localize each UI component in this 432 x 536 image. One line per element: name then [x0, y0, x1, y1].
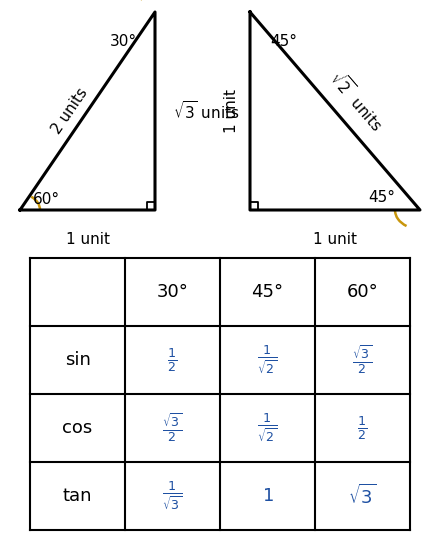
Text: 30°: 30°: [156, 283, 188, 301]
Text: 30°: 30°: [109, 34, 137, 49]
Text: tan: tan: [63, 487, 92, 505]
Text: 45°: 45°: [368, 190, 396, 205]
Text: 60°: 60°: [346, 283, 378, 301]
Text: 1 unit: 1 unit: [225, 89, 239, 133]
Text: sin: sin: [64, 351, 90, 369]
Text: 1 unit: 1 unit: [66, 232, 109, 247]
Text: 1 unit: 1 unit: [313, 232, 357, 247]
Text: 45°: 45°: [251, 283, 283, 301]
Text: cos: cos: [62, 419, 92, 437]
Text: $\frac{\sqrt{3}}{2}$: $\frac{\sqrt{3}}{2}$: [162, 412, 183, 444]
Text: 60°: 60°: [32, 192, 60, 207]
Text: $\frac{1}{\sqrt{2}}$: $\frac{1}{\sqrt{2}}$: [257, 344, 278, 376]
Text: $\sqrt{2}$  units: $\sqrt{2}$ units: [325, 67, 388, 135]
Text: 45°: 45°: [270, 34, 298, 49]
Text: $\frac{1}{2}$: $\frac{1}{2}$: [358, 414, 368, 442]
Text: $\frac{1}{\sqrt{2}}$: $\frac{1}{\sqrt{2}}$: [257, 412, 278, 444]
Text: $\frac{1}{\sqrt{3}}$: $\frac{1}{\sqrt{3}}$: [162, 480, 183, 512]
Text: $\frac{\sqrt{3}}{2}$: $\frac{\sqrt{3}}{2}$: [352, 344, 373, 376]
Text: $\sqrt{3}$: $\sqrt{3}$: [348, 484, 377, 508]
Text: $\sqrt{3}$ units: $\sqrt{3}$ units: [173, 100, 239, 122]
Text: $1$: $1$: [262, 487, 273, 505]
Text: 2 units: 2 units: [49, 85, 90, 137]
Text: $\frac{1}{2}$: $\frac{1}{2}$: [168, 346, 178, 374]
